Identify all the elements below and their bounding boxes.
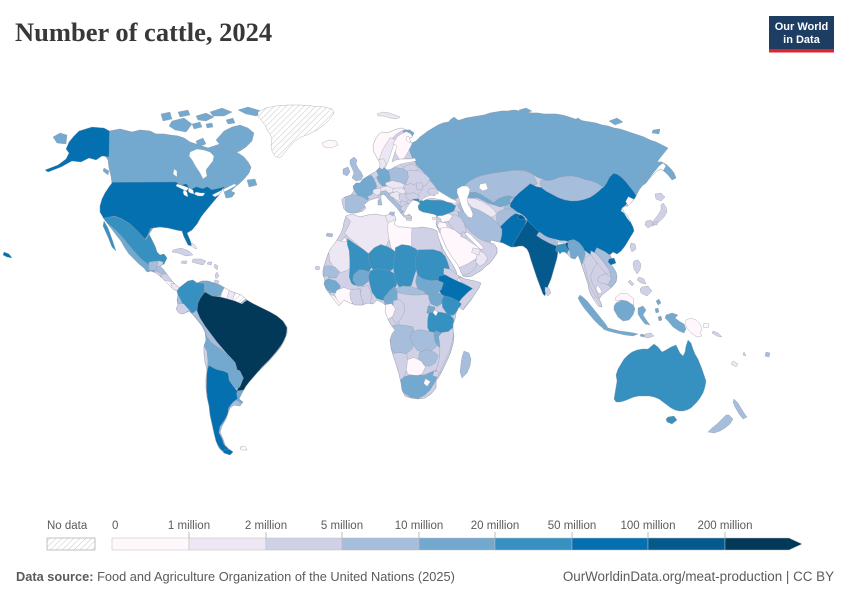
svg-text:Data source: Food and Agricult: Data source: Food and Agriculture Organi… <box>16 569 455 584</box>
svg-text:1 million: 1 million <box>168 520 210 532</box>
svg-text:No data: No data <box>47 520 88 532</box>
svg-text:OurWorldinData.org/meat-produc: OurWorldinData.org/meat-production | CC … <box>563 569 834 584</box>
svg-text:100 million: 100 million <box>621 520 676 532</box>
svg-text:2 million: 2 million <box>245 520 287 532</box>
svg-text:20 million: 20 million <box>471 520 520 532</box>
svg-text:10 million: 10 million <box>395 520 444 532</box>
svg-text:Our World: Our World <box>775 21 829 33</box>
svg-text:50 million: 50 million <box>548 520 597 532</box>
svg-text:5 million: 5 million <box>321 520 363 532</box>
svg-text:0: 0 <box>112 520 118 532</box>
svg-text:200 million: 200 million <box>698 520 753 532</box>
svg-text:in Data: in Data <box>783 34 821 46</box>
svg-text:Number of cattle, 2024: Number of cattle, 2024 <box>15 17 272 47</box>
